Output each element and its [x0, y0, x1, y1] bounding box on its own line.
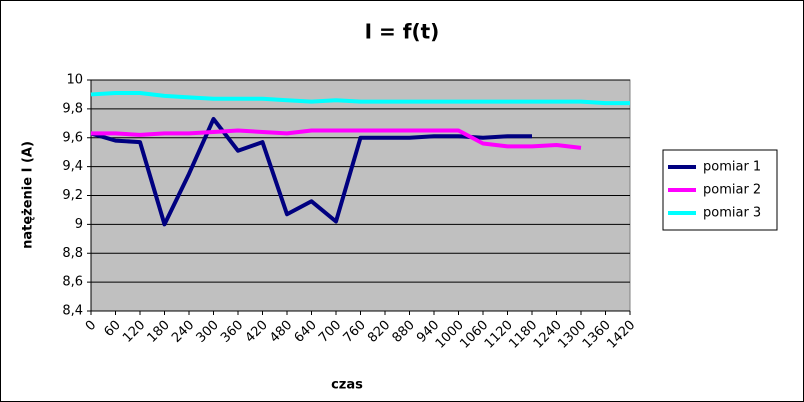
- legend-label: pomiar 3: [703, 206, 761, 221]
- y-tick-label: 9,4: [62, 159, 83, 174]
- series-line: [91, 128, 582, 150]
- y-tick-label: 8,4: [62, 304, 83, 319]
- legend-label: pomiar 2: [703, 183, 761, 198]
- legend-label: pomiar 1: [703, 160, 761, 175]
- x-axis-label: czas: [331, 378, 363, 393]
- y-tick-label: 9,2: [62, 188, 83, 203]
- chart-title: I = f(t): [365, 20, 440, 44]
- series-line: [90, 90, 630, 106]
- y-tick-label: 9,6: [62, 130, 83, 145]
- series-line: [90, 116, 532, 227]
- y-tick-label: 9,8: [62, 101, 83, 116]
- y-tick-label: 8,8: [62, 246, 83, 261]
- y-tick-label: 8,6: [62, 275, 83, 290]
- y-tick-label: 10: [66, 73, 83, 88]
- y-tick-label: 9: [75, 217, 83, 232]
- y-axis-label: natężenie I (A): [21, 141, 36, 249]
